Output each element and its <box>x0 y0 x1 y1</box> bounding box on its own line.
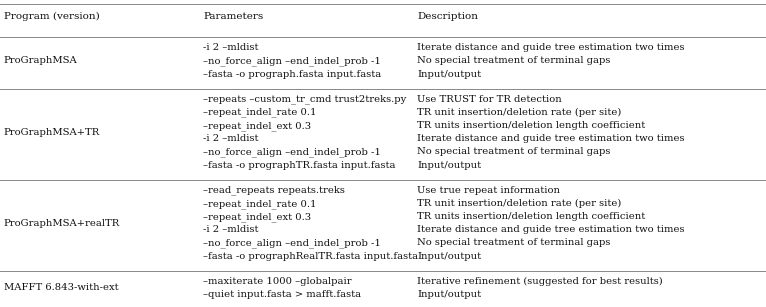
Text: Input/output: Input/output <box>417 161 482 169</box>
Text: Iterate distance and guide tree estimation two times: Iterate distance and guide tree estimati… <box>417 225 685 234</box>
Text: TR units insertion/deletion length coefficient: TR units insertion/deletion length coeff… <box>417 121 646 130</box>
Text: Description: Description <box>417 12 479 21</box>
Text: Input/output: Input/output <box>417 290 482 299</box>
Text: Use TRUST for TR detection: Use TRUST for TR detection <box>417 95 562 103</box>
Text: ProGraphMSA+realTR: ProGraphMSA+realTR <box>4 219 120 227</box>
Text: Use true repeat information: Use true repeat information <box>417 186 561 195</box>
Text: -i 2 –mldist: -i 2 –mldist <box>203 43 258 52</box>
Text: No special treatment of terminal gaps: No special treatment of terminal gaps <box>417 239 611 247</box>
Text: –repeats –custom_tr_cmd trust2treks.py: –repeats –custom_tr_cmd trust2treks.py <box>203 95 406 104</box>
Text: TR units insertion/deletion length coefficient: TR units insertion/deletion length coeff… <box>417 212 646 221</box>
Text: MAFFT 6.843-with-ext: MAFFT 6.843-with-ext <box>4 283 119 292</box>
Text: –fasta -o prographRealTR.fasta input.fasta: –fasta -o prographRealTR.fasta input.fas… <box>203 252 418 261</box>
Text: No special treatment of terminal gaps: No special treatment of terminal gaps <box>417 56 611 65</box>
Text: ProGraphMSA: ProGraphMSA <box>4 56 77 65</box>
Text: –no_force_align –end_indel_prob -1: –no_force_align –end_indel_prob -1 <box>203 147 381 157</box>
Text: –fasta -o prographTR.fasta input.fasta: –fasta -o prographTR.fasta input.fasta <box>203 161 395 169</box>
Text: Program (version): Program (version) <box>4 12 100 21</box>
Text: No special treatment of terminal gaps: No special treatment of terminal gaps <box>417 147 611 156</box>
Text: TR unit insertion/deletion rate (per site): TR unit insertion/deletion rate (per sit… <box>417 199 622 208</box>
Text: -i 2 –mldist: -i 2 –mldist <box>203 134 258 143</box>
Text: –repeat_indel_ext 0.3: –repeat_indel_ext 0.3 <box>203 212 311 222</box>
Text: ProGraphMSA+TR: ProGraphMSA+TR <box>4 128 100 137</box>
Text: –repeat_indel_rate 0.1: –repeat_indel_rate 0.1 <box>203 108 316 118</box>
Text: –read_repeats repeats.treks: –read_repeats repeats.treks <box>203 186 345 195</box>
Text: Input/output: Input/output <box>417 69 482 79</box>
Text: Input/output: Input/output <box>417 252 482 261</box>
Text: Iterate distance and guide tree estimation two times: Iterate distance and guide tree estimati… <box>417 43 685 52</box>
Text: –fasta -o prograph.fasta input.fasta: –fasta -o prograph.fasta input.fasta <box>203 69 381 79</box>
Text: –repeat_indel_rate 0.1: –repeat_indel_rate 0.1 <box>203 199 316 208</box>
Text: Iterative refinement (suggested for best results): Iterative refinement (suggested for best… <box>417 277 663 286</box>
Text: –repeat_indel_ext 0.3: –repeat_indel_ext 0.3 <box>203 121 311 131</box>
Text: –no_force_align –end_indel_prob -1: –no_force_align –end_indel_prob -1 <box>203 239 381 248</box>
Text: –maxiterate 1000 –globalpair: –maxiterate 1000 –globalpair <box>203 277 352 286</box>
Text: –no_force_align –end_indel_prob -1: –no_force_align –end_indel_prob -1 <box>203 56 381 66</box>
Text: TR unit insertion/deletion rate (per site): TR unit insertion/deletion rate (per sit… <box>417 108 622 117</box>
Text: –quiet input.fasta > mafft.fasta: –quiet input.fasta > mafft.fasta <box>203 290 361 299</box>
Text: Parameters: Parameters <box>203 12 264 21</box>
Text: -i 2 –mldist: -i 2 –mldist <box>203 225 258 234</box>
Text: Iterate distance and guide tree estimation two times: Iterate distance and guide tree estimati… <box>417 134 685 143</box>
